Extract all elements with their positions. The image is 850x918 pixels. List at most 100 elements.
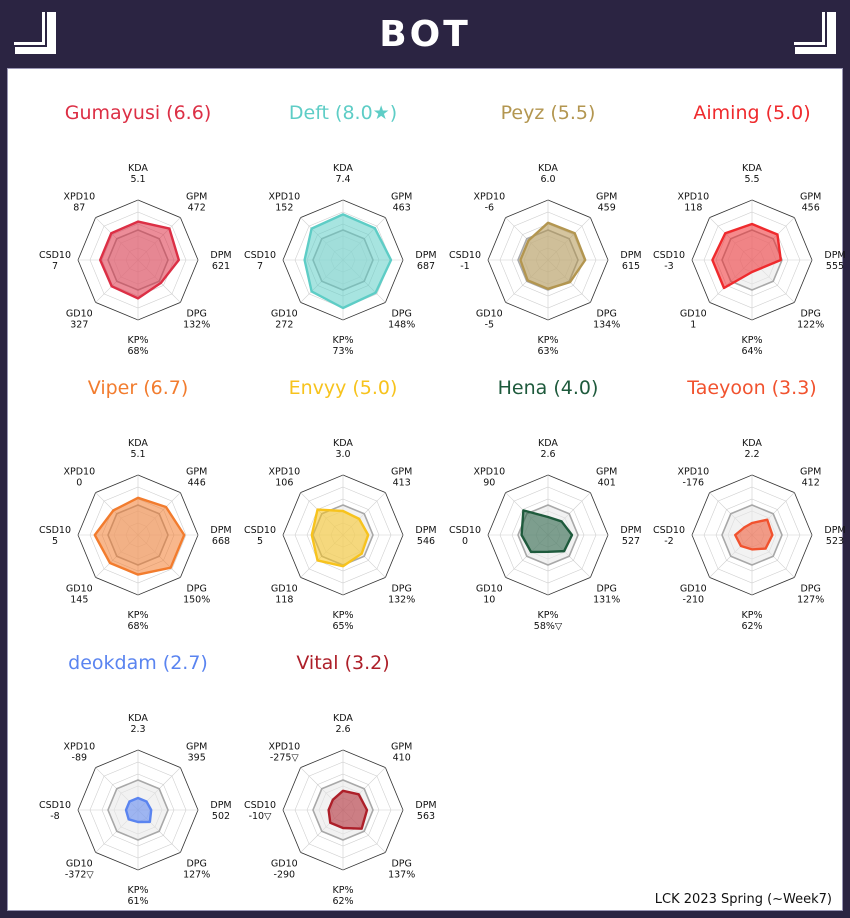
- axis-label: DPM: [620, 250, 641, 261]
- axis-label: CSD10: [653, 250, 685, 261]
- axis-label: GD10: [476, 584, 503, 595]
- axis-label: GD10: [271, 859, 298, 870]
- axis-value: -89: [72, 752, 88, 763]
- axis-label: CSD10: [39, 800, 71, 811]
- axis-value: -176: [683, 477, 705, 488]
- footer-label: LCK 2023 Spring (~Week7): [654, 892, 832, 907]
- axis-value: -10▽: [249, 811, 273, 822]
- axis-label: XPD10: [268, 191, 300, 202]
- axis-label: KP%: [742, 610, 763, 621]
- axis-value: 118: [275, 595, 293, 606]
- axis-label: GPM: [186, 466, 207, 477]
- axis-value: 5: [52, 536, 58, 547]
- player-polygon: [93, 496, 186, 576]
- axis-label: DPG: [800, 309, 820, 320]
- radar-chart: Vital (3.2) KDA 2.6 GPM 410 DPM 563 DPG 137% KP% 6…: [241, 647, 446, 917]
- axis-value: -290: [274, 870, 296, 881]
- axis-label: GD10: [271, 584, 298, 595]
- axis-label: XPD10: [63, 191, 95, 202]
- axis-value: 621: [212, 261, 230, 272]
- axis-value: 0: [462, 536, 468, 547]
- axis-value: 6.0: [540, 174, 555, 185]
- radar-chart: Hena (4.0) KDA 2.6 GPM 401 DPM 527 DPG 131% KP% 58…: [446, 372, 651, 642]
- axis-value: 90: [483, 477, 495, 488]
- player-polygon: [733, 518, 774, 551]
- axis-label: DPG: [186, 584, 206, 595]
- axis-value: 131%: [593, 595, 620, 606]
- axis-value: 2.2: [744, 449, 759, 460]
- player-polygon: [327, 789, 369, 830]
- axis-value: 456: [802, 202, 820, 213]
- axis-value: 127%: [797, 595, 824, 606]
- axis-label: XPD10: [473, 466, 505, 477]
- axis-value: 132%: [388, 595, 415, 606]
- axis-value: 5: [257, 536, 263, 547]
- axis-value: 118: [684, 202, 702, 213]
- axis-label: GPM: [391, 741, 412, 752]
- axis-value: 148%: [388, 320, 415, 331]
- axis-label: GPM: [186, 191, 207, 202]
- axis-value: -275▽: [270, 752, 300, 763]
- axis-label: CSD10: [244, 250, 276, 261]
- axis-value: 410: [393, 752, 411, 763]
- chart-panel: Gumayusi (6.6) KDA 5.1 GPM 472 DPM 621 DPG 132% K…: [7, 68, 846, 911]
- axis-value: 137%: [388, 870, 415, 881]
- axis-value: -1: [460, 261, 469, 272]
- player-polygon: [519, 221, 587, 291]
- axis-value: 152: [275, 202, 293, 213]
- player-title: Taeyoon (3.3): [686, 377, 816, 399]
- axis-value: -2: [664, 536, 673, 547]
- player-polygon: [711, 222, 783, 290]
- axis-label: GD10: [66, 309, 93, 320]
- axis-label: CSD10: [244, 800, 276, 811]
- axis-value: 463: [393, 202, 411, 213]
- axis-value: 65%: [332, 621, 353, 632]
- axis-value: 687: [417, 261, 435, 272]
- axis-label: DPM: [210, 525, 231, 536]
- radar-chart: Gumayusi (6.6) KDA 5.1 GPM 472 DPM 621 DPG 132% K…: [36, 97, 241, 367]
- axis-value: 413: [393, 477, 411, 488]
- axis-label: DPG: [186, 859, 206, 870]
- axis-value: 5.1: [130, 174, 145, 185]
- axis-label: KDA: [742, 438, 762, 449]
- axis-value: 2.6: [540, 449, 555, 460]
- axis-label: DPG: [186, 309, 206, 320]
- axis-label: KDA: [538, 163, 558, 174]
- axis-label: XPD10: [677, 466, 709, 477]
- radar-chart: deokdam (2.7) KDA 2.3 GPM 395 DPM 502 DPG 127% KP…: [36, 647, 241, 917]
- axis-value: 5.1: [130, 449, 145, 460]
- axis-value: 472: [188, 202, 206, 213]
- radar-chart: Envyy (5.0) KDA 3.0 GPM 413 DPM 546 DPG 132% KP% 6…: [241, 372, 446, 642]
- axis-label: KP%: [333, 885, 354, 896]
- player-title: Vital (3.2): [296, 652, 389, 674]
- player-title: Deft (8.0★): [289, 102, 397, 124]
- axis-label: DPM: [415, 250, 436, 261]
- axis-label: XPD10: [63, 741, 95, 752]
- axis-label: DPG: [391, 584, 411, 595]
- axis-value: 62%: [332, 896, 353, 907]
- axis-value: 0: [76, 477, 82, 488]
- player-polygon: [124, 796, 153, 824]
- axis-label: GPM: [596, 191, 617, 202]
- axis-label: KDA: [128, 713, 148, 724]
- axis-label: DPM: [620, 525, 641, 536]
- axis-label: CSD10: [449, 525, 481, 536]
- axis-label: KDA: [742, 163, 762, 174]
- axis-label: DPG: [391, 309, 411, 320]
- axis-value: 122%: [797, 320, 824, 331]
- axis-label: DPM: [210, 800, 231, 811]
- axis-value: 10: [483, 595, 495, 606]
- axis-label: GD10: [476, 309, 503, 320]
- axis-value: 68%: [127, 621, 148, 632]
- axis-label: GD10: [680, 584, 707, 595]
- axis-value: 62%: [741, 621, 762, 632]
- axis-value: 61%: [127, 896, 148, 907]
- axis-value: 73%: [332, 346, 353, 357]
- axis-label: XPD10: [677, 191, 709, 202]
